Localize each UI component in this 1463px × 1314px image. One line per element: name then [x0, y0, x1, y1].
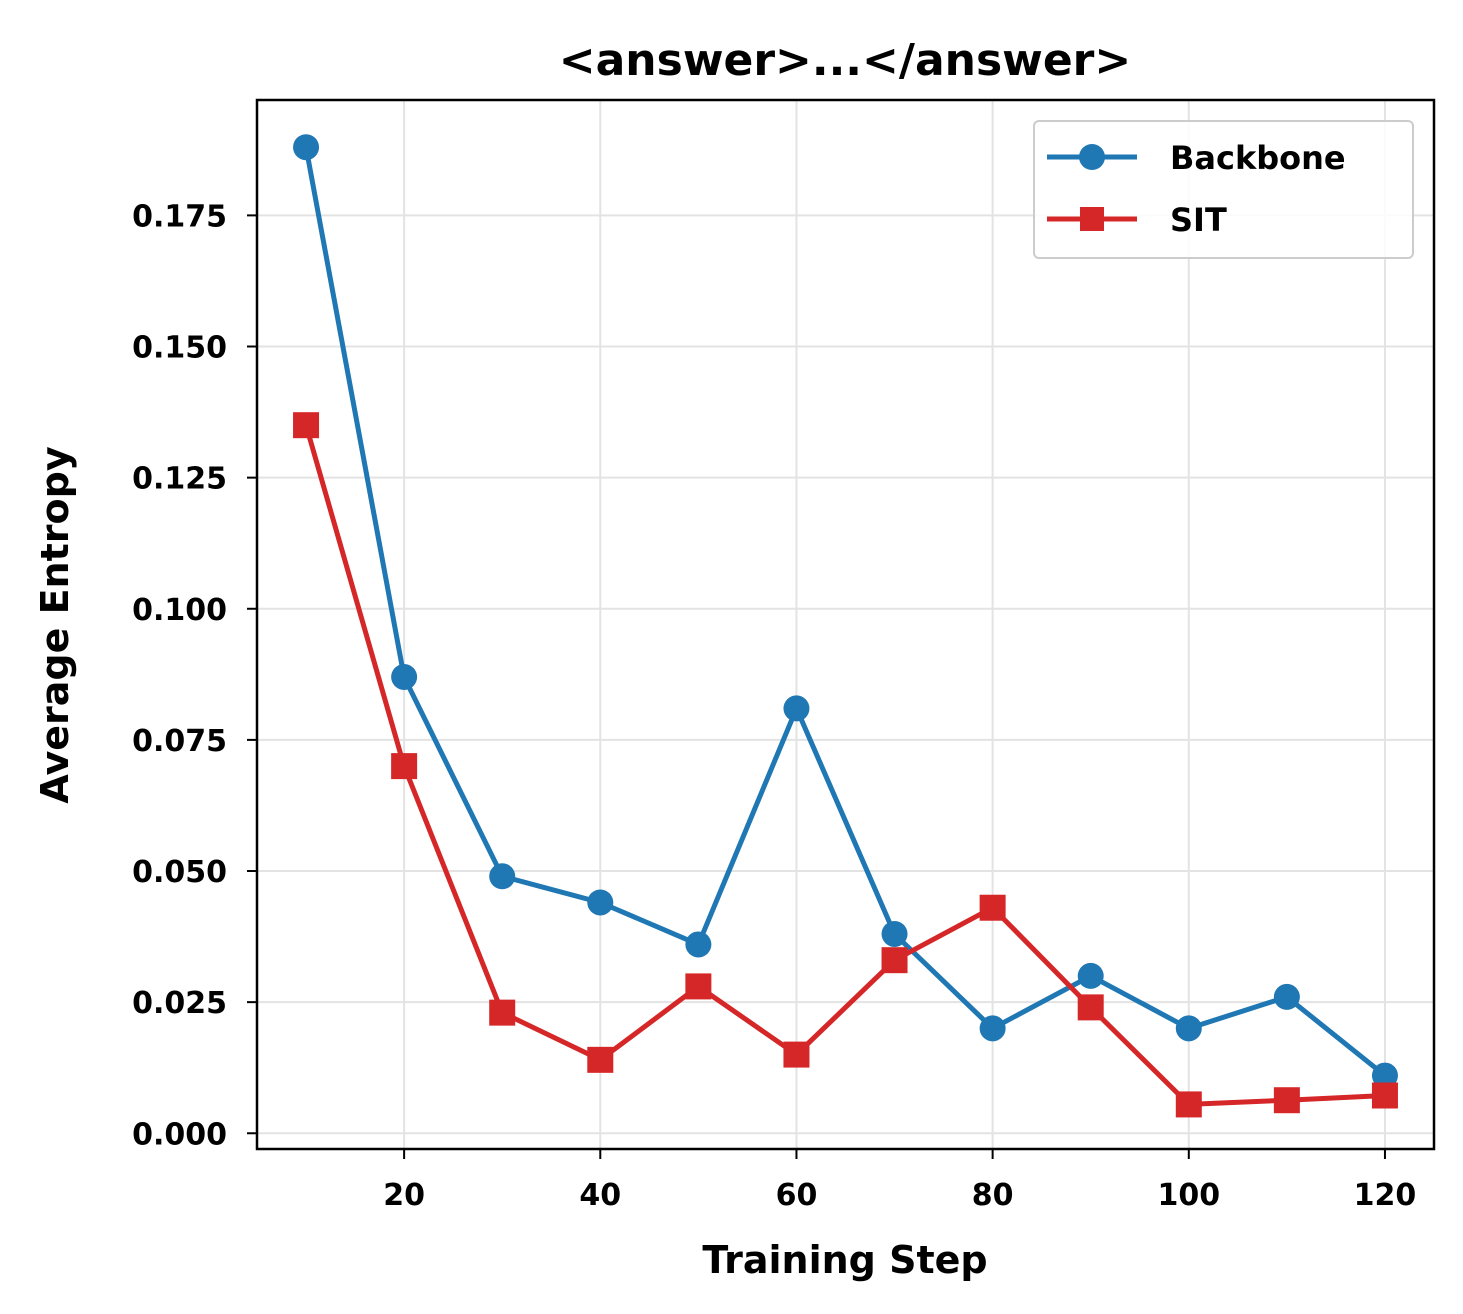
data-point-backbone — [587, 889, 614, 916]
legend-label-sit: SIT — [1170, 201, 1227, 239]
data-point-backbone — [1175, 1015, 1202, 1042]
x-tick-label: 80 — [972, 1178, 1014, 1213]
data-point-sit — [1175, 1091, 1202, 1118]
data-point-sit — [293, 412, 320, 439]
y-axis-ticks: 0.000 0.025 0.050 0.075 0.100 0.125 0.150 0.175 — [132, 199, 257, 1152]
data-point-sit — [783, 1041, 810, 1068]
data-point-backbone — [293, 134, 320, 161]
y-tick-label: 0.100 — [132, 593, 227, 628]
plot-frame — [255, 98, 1436, 1151]
y-tick-label: 0.125 — [132, 462, 227, 497]
x-axis-ticks: 20 40 60 80 100 120 — [383, 1149, 1416, 1213]
x-tick-label: 20 — [383, 1178, 425, 1213]
y-tick-label: 0.025 — [132, 986, 227, 1021]
x-tick-label: 100 — [1157, 1178, 1220, 1213]
legend: Backbone SIT — [1033, 120, 1414, 259]
legend-label-backbone: Backbone — [1170, 139, 1346, 177]
series-backbone — [293, 134, 1398, 1089]
y-axis-label: Average Entropy — [33, 446, 77, 803]
series-line-backbone — [303, 146, 1387, 1078]
data-point-sit — [979, 894, 1006, 921]
data-point-sit — [1077, 994, 1104, 1021]
x-tick-label: 60 — [776, 1178, 818, 1213]
y-tick-label: 0.000 — [132, 1117, 227, 1152]
chart-title: <answer>...</answer> — [559, 35, 1131, 86]
data-point-sit — [881, 947, 908, 974]
series-layer — [293, 134, 1398, 1118]
data-point-backbone — [783, 695, 810, 722]
data-point-backbone — [881, 920, 908, 947]
data-point-backbone — [391, 663, 418, 690]
y-tick-label: 0.175 — [132, 199, 227, 234]
x-tick-label: 120 — [1354, 1178, 1417, 1213]
data-point-backbone — [979, 1015, 1006, 1042]
series-line-sit — [303, 424, 1386, 1107]
series-sit — [293, 412, 1398, 1118]
legend-marker-sit — [1080, 207, 1104, 231]
data-point-backbone — [1077, 962, 1104, 989]
data-point-backbone — [685, 931, 712, 958]
data-point-sit — [391, 753, 418, 780]
data-point-sit — [587, 1046, 614, 1073]
data-point-backbone — [489, 863, 516, 890]
legend-marker-backbone — [1079, 144, 1105, 170]
data-point-sit — [1371, 1082, 1398, 1109]
y-tick-label: 0.150 — [132, 331, 227, 366]
x-axis-label: Training Step — [702, 1238, 987, 1282]
data-point-sit — [489, 999, 516, 1026]
y-tick-label: 0.075 — [132, 724, 227, 759]
y-tick-label: 0.050 — [132, 855, 227, 890]
data-point-sit — [1273, 1087, 1300, 1114]
data-point-backbone — [1371, 1062, 1398, 1089]
data-point-backbone — [1273, 983, 1300, 1010]
x-tick-label: 40 — [579, 1178, 621, 1213]
data-point-sit — [685, 973, 712, 1000]
